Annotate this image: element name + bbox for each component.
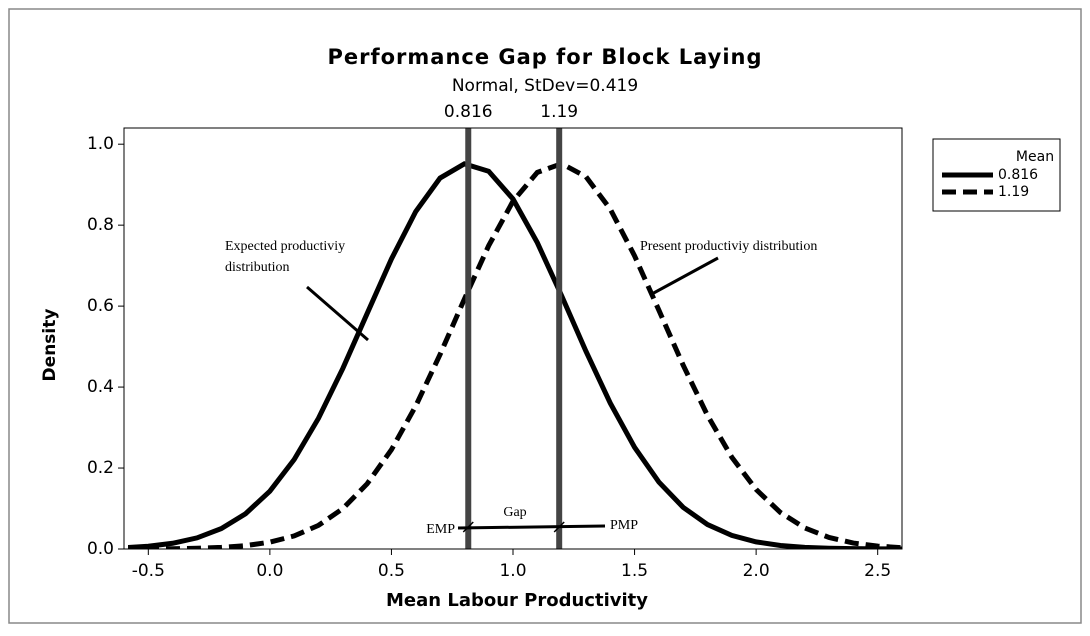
- density-curve: [128, 160, 902, 549]
- y-tick-label: 0.8: [87, 215, 114, 235]
- legend-label: 1.19: [998, 184, 1029, 200]
- plot-frame: [123, 127, 903, 550]
- annotation: Gap: [503, 505, 526, 520]
- y-tick-label: 0.4: [87, 377, 114, 397]
- x-tick-label: 0.5: [378, 561, 405, 581]
- x-tick-label: 1.5: [621, 561, 648, 581]
- gap-tick: [553, 521, 565, 533]
- annotation: distribution: [225, 260, 290, 275]
- pointer: [649, 256, 719, 297]
- annotation: Present productiviy distribution: [640, 239, 817, 254]
- chart-title: Performance Gap for Block Laying: [327, 45, 762, 69]
- gap-line: [457, 524, 606, 530]
- annotation: PMP: [610, 518, 638, 533]
- x-tick-label: -0.5: [132, 561, 165, 581]
- annotation: EMP: [426, 522, 455, 537]
- y-tick-label: 1.0: [87, 134, 114, 154]
- x-axis-label: Mean Labour Productivity: [386, 590, 648, 611]
- reference-label: 1.19: [540, 102, 578, 122]
- y-tick-label: 0.0: [87, 539, 114, 559]
- x-tick-label: 1.0: [499, 561, 526, 581]
- x-tick-label: 2.0: [743, 561, 770, 581]
- legend-title: Mean: [1016, 149, 1054, 165]
- x-tick-label: 0.0: [256, 561, 283, 581]
- chart-subtitle: Normal, StDev=0.419: [452, 76, 638, 96]
- legend-label: 0.816: [998, 167, 1038, 183]
- y-tick-label: 0.2: [87, 458, 114, 478]
- density-curve: [128, 161, 902, 549]
- y-axis-label: Density: [40, 309, 60, 382]
- x-tick-label: 2.5: [864, 561, 891, 581]
- annotation: Expected productiviy: [225, 239, 345, 254]
- y-tick-label: 0.6: [87, 296, 114, 316]
- reference-label: 0.816: [444, 102, 493, 122]
- gap-tick: [462, 521, 474, 533]
